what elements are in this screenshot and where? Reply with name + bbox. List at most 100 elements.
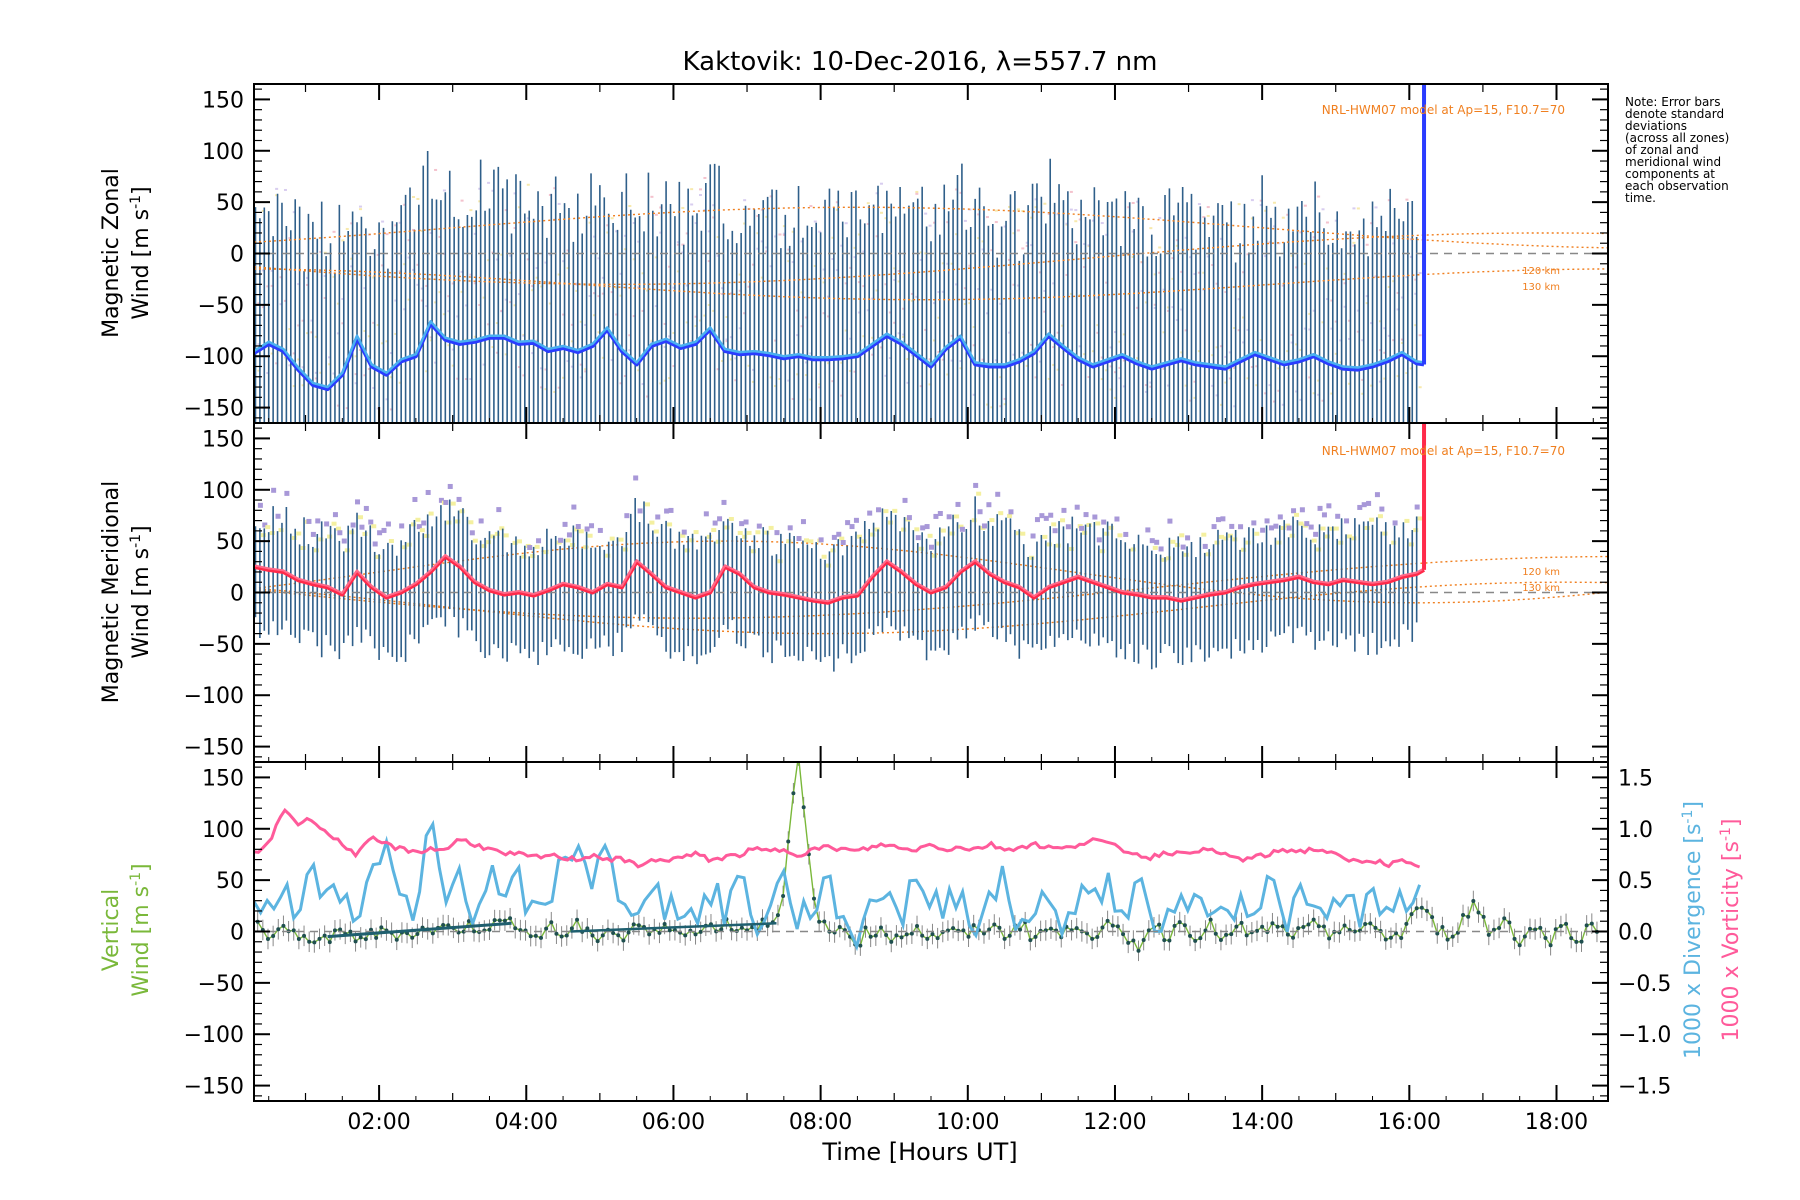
meridional-zone-point <box>1043 515 1049 521</box>
zonal-zone-point <box>398 221 402 224</box>
zonal-zone-point <box>880 211 884 214</box>
vertical-wind-point <box>1352 929 1357 934</box>
x-axis-label: Time [Hours UT] <box>821 1138 1017 1166</box>
vertical-wind-point <box>1450 934 1455 939</box>
zonal-zone-point <box>478 187 482 190</box>
meridional-zone-point <box>1382 531 1388 536</box>
zonal-zone-point <box>1224 355 1228 358</box>
meridional-zone-point <box>821 554 827 559</box>
zonal-zone-point <box>1052 363 1056 366</box>
meridional-zone-point <box>1227 533 1233 538</box>
zonal-zone-point <box>566 249 570 252</box>
vertical-wind-point <box>549 920 554 925</box>
note-line: meridional wind <box>1625 155 1722 169</box>
vertical-wind-point <box>1296 926 1301 931</box>
zonal-zone-point <box>495 258 499 261</box>
zonal-zone-point <box>774 339 778 342</box>
vertical-wind-point <box>1090 936 1095 941</box>
zonal-zone-point <box>1069 190 1073 193</box>
zonal-zone-point <box>981 358 985 361</box>
zonal-zone-point <box>531 289 535 292</box>
zonal-zone-point <box>1409 367 1413 370</box>
zonal-zone-point <box>721 287 725 290</box>
zonal-zone-point <box>1321 399 1325 402</box>
meridional-zone-point <box>703 511 709 517</box>
meridional-zone-point <box>349 530 355 535</box>
zonal-zone-point <box>332 230 336 233</box>
zonal-zone-point <box>1343 272 1347 275</box>
zonal-zone-point <box>1118 340 1122 343</box>
zonal-zone-point <box>641 383 645 386</box>
vertical-wind-point <box>1002 936 1007 941</box>
meridional-zone-point <box>946 514 952 520</box>
zonal-zone-point <box>314 335 318 338</box>
meridional-zone-point <box>1096 537 1102 543</box>
y-tick-label: 50 <box>216 530 244 555</box>
zonal-zone-point <box>915 295 919 298</box>
vertical-wind-point <box>1085 931 1090 936</box>
zonal-zone-point <box>464 378 468 381</box>
zonal-zone-point <box>372 386 376 389</box>
vertical-wind-point <box>1121 932 1126 937</box>
zonal-zone-point <box>345 227 349 230</box>
meridional-zone-point <box>459 509 465 514</box>
vertical-wind-point <box>327 940 332 945</box>
zonal-zone-point <box>1078 345 1082 348</box>
zonal-zone-point <box>420 229 424 232</box>
meridional-130km-label: 130 km <box>1522 583 1560 594</box>
vertical-wind-point <box>1177 920 1182 925</box>
zonal-zone-point <box>1083 242 1087 245</box>
zonal-zone-point <box>610 291 614 294</box>
zonal-zone-point <box>619 382 623 385</box>
vertical-wind-point <box>1440 925 1445 930</box>
zonal-zone-point <box>314 377 318 380</box>
zonal-zone-point <box>323 251 327 254</box>
meridional-zone-point <box>1068 546 1074 551</box>
zonal-zone-point <box>1396 375 1400 378</box>
zonal-zone-point <box>1409 238 1413 241</box>
meridional-zone-point <box>486 540 492 545</box>
note-line: Note: Error bars <box>1625 95 1721 109</box>
zonal-zone-point <box>1078 294 1082 297</box>
zonal-zone-point <box>1065 273 1069 276</box>
meridional-zone-point <box>949 531 955 536</box>
meridional-zone-point <box>800 519 806 525</box>
zonal-zone-point <box>487 323 491 326</box>
zonal-zone-point <box>681 243 685 246</box>
vertical-wind-point <box>1579 939 1584 944</box>
zonal-zone-point <box>902 333 906 336</box>
meridional-zone-point <box>1286 525 1292 531</box>
meridional-zone-point <box>1238 524 1244 530</box>
zonal-zone-point <box>535 276 539 279</box>
meridional-zone-point <box>536 538 542 544</box>
zonal-zone-point <box>451 348 455 351</box>
zonal-zone-point <box>389 352 393 355</box>
y-tick-label: −150 <box>184 397 244 422</box>
zonal-zone-point <box>796 309 800 312</box>
zonal-zone-point <box>1061 324 1065 327</box>
vertical-wind-point <box>374 935 379 940</box>
zonal-zone-point <box>593 292 597 295</box>
zonal-zone-point <box>650 195 654 198</box>
zonal-zone-point <box>676 270 680 273</box>
meridional-zone-point <box>937 511 943 517</box>
meridional-model-label: NRL-HWM07 model at Ap=15, F10.7=70 <box>1322 444 1565 458</box>
vertical-wind-point <box>786 839 791 844</box>
meridional-zone-point <box>578 529 584 534</box>
zonal-zone-point <box>933 339 936 342</box>
meridional-zone-point <box>1311 538 1317 543</box>
zonal-zone-point <box>1361 378 1365 381</box>
zonal-zone-point <box>844 282 848 285</box>
meridional-zone-point <box>924 524 930 530</box>
zonal-zone-point <box>1356 207 1360 210</box>
zonal-zone-point <box>659 231 663 234</box>
zonal-zone-point <box>1025 364 1029 367</box>
zonal-zone-point <box>729 336 733 339</box>
meridional-zone-point <box>1298 521 1304 526</box>
y-tick-label: 150 <box>202 88 244 113</box>
zonal-zone-point <box>994 209 998 212</box>
vertical-wind-point <box>1033 934 1038 939</box>
meridional-zone-point <box>1104 531 1110 536</box>
zonal-zone-point <box>751 263 755 266</box>
zonal-zone-point <box>910 299 914 302</box>
